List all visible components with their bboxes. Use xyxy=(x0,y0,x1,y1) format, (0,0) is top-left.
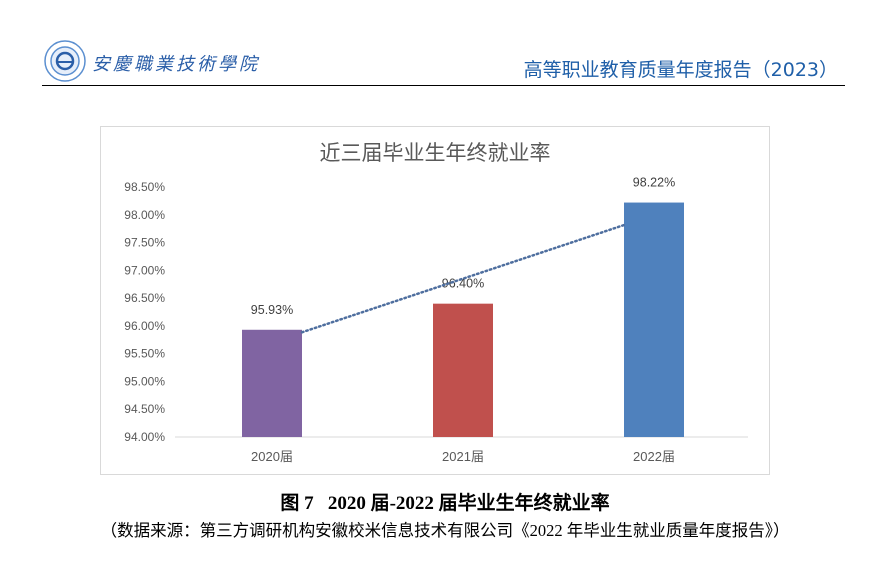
school-seal-logo-icon xyxy=(44,40,86,82)
y-tick-label: 97.50% xyxy=(124,236,165,250)
header-divider xyxy=(42,85,845,86)
bar-2021届 xyxy=(433,303,493,437)
data-source-note: （数据来源：第三方调研机构安徽校米信息技术有限公司《2022 年毕业生就业质量年… xyxy=(100,521,790,540)
figure-caption: 图 7 2020 届-2022 届毕业生年终就业率 xyxy=(280,493,610,514)
data-label: 98.22% xyxy=(633,176,675,190)
linear-trendline xyxy=(300,223,626,334)
x-tick-label: 2021届 xyxy=(442,449,484,464)
y-tick-label: 95.50% xyxy=(124,347,165,361)
report-title: 高等职业教育质量年度报告（2023） xyxy=(523,59,838,81)
bar-2022届 xyxy=(624,202,684,437)
y-tick-label: 98.00% xyxy=(124,208,165,222)
y-tick-label: 94.00% xyxy=(124,430,165,444)
x-tick-label: 2020届 xyxy=(251,449,293,464)
y-tick-label: 95.00% xyxy=(124,374,165,388)
data-label: 96.40% xyxy=(442,277,484,291)
y-tick-label: 97.00% xyxy=(124,263,165,277)
x-tick-label: 2022届 xyxy=(633,449,675,464)
y-tick-label: 96.50% xyxy=(124,291,165,305)
chart-title: 近三届毕业生年终就业率 xyxy=(320,141,551,165)
school-name: 安慶職業技術學院 xyxy=(92,54,260,75)
y-tick-label: 96.00% xyxy=(124,319,165,333)
bar-2020届 xyxy=(242,329,302,437)
y-tick-label: 98.50% xyxy=(124,180,165,194)
chart-frame xyxy=(100,126,770,475)
data-label: 95.93% xyxy=(251,303,293,317)
y-tick-label: 94.50% xyxy=(124,402,165,416)
